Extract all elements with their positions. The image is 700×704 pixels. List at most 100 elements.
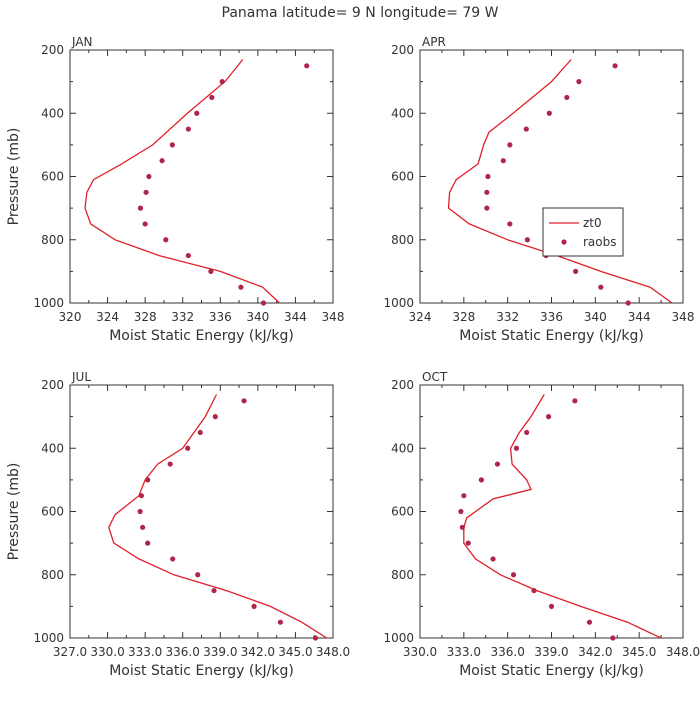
- y-axis-title: Pressure (mb): [6, 463, 22, 561]
- legend-obs-label: raobs: [583, 235, 617, 249]
- obs-point: [524, 237, 530, 243]
- obs-point: [208, 268, 214, 274]
- obs-point: [140, 524, 146, 530]
- obs-point: [185, 126, 191, 132]
- obs-point: [185, 445, 191, 451]
- model-line-jan: [84, 59, 280, 304]
- y-tick-label: 400: [391, 441, 414, 455]
- x-tick-label: 342.0: [241, 645, 275, 659]
- obs-point: [484, 189, 490, 195]
- obs-point: [548, 603, 555, 609]
- x-tick-label: 348: [322, 310, 345, 324]
- obs-point: [251, 603, 257, 609]
- obs-point: [507, 142, 513, 148]
- plot-frame: [69, 49, 334, 304]
- y-tick-label: 800: [391, 568, 414, 582]
- obs-point: [159, 158, 165, 164]
- y-tick-label: 1000: [33, 296, 64, 310]
- obs-point: [145, 540, 151, 546]
- obs-point: [304, 63, 310, 69]
- panel-label: JUL: [71, 370, 91, 384]
- x-tick-label: 345.0: [622, 645, 656, 659]
- x-tick-label: 348.0: [666, 645, 700, 659]
- x-tick-label: 340: [584, 310, 607, 324]
- obs-point: [546, 110, 552, 116]
- model-line-jul: [108, 394, 328, 639]
- obs-point: [277, 619, 283, 625]
- obs-point: [197, 429, 203, 436]
- x-tick-label: 327.0: [53, 645, 87, 659]
- obs-point: [513, 445, 520, 451]
- obs-point: [524, 429, 530, 436]
- x-tick-label: 342.0: [578, 645, 612, 659]
- obs-point: [137, 205, 144, 211]
- obs-point: [461, 493, 467, 499]
- obs-point: [598, 284, 604, 290]
- x-tick-label: 324: [409, 310, 432, 324]
- obs-point: [260, 300, 267, 306]
- x-tick-label: 320: [59, 310, 82, 324]
- y-tick-label: 400: [41, 441, 64, 455]
- x-tick-label: 328: [134, 310, 157, 324]
- obs-point: [545, 414, 552, 420]
- y-tick-label: 1000: [383, 631, 414, 645]
- panel-label: OCT: [422, 370, 448, 384]
- obs-point: [212, 414, 218, 420]
- x-tick-label: 339.0: [534, 645, 568, 659]
- obs-point: [211, 587, 217, 594]
- model-line-oct: [463, 394, 662, 639]
- obs-point: [209, 94, 215, 101]
- y-tick-label: 600: [391, 505, 414, 519]
- y-tick-label: 600: [41, 170, 64, 184]
- obs-point: [145, 477, 151, 483]
- x-tick-label: 348: [672, 310, 695, 324]
- y-tick-label: 800: [41, 568, 64, 582]
- obs-point: [586, 619, 593, 625]
- y-tick-label: 800: [391, 233, 414, 247]
- x-tick-label: 340: [246, 310, 269, 324]
- x-tick-label: 332: [496, 310, 519, 324]
- obs-point: [142, 221, 148, 227]
- obs-point: [459, 524, 465, 530]
- obs-point: [143, 189, 149, 195]
- obs-point: [612, 63, 618, 69]
- obs-point: [169, 142, 175, 148]
- y-axis-title: Pressure (mb): [6, 128, 22, 226]
- obs-point: [137, 508, 143, 515]
- y-tick-label: 1000: [33, 631, 64, 645]
- y-tick-label: 200: [41, 43, 64, 57]
- obs-point: [478, 477, 484, 483]
- legend-obs-swatch: [561, 239, 567, 245]
- x-tick-label: 332: [171, 310, 194, 324]
- panel-jul: JUL 327.0 330.0 333.0 336.0 339.0 342.0 345.0 34…: [6, 370, 350, 679]
- legend-model-label: zt0: [583, 216, 602, 230]
- panel-oct: OCT 330.0 333.0 336.0 339.0 342.0 345.0 348.0 20…: [383, 370, 700, 679]
- x-tick-label: 339.0: [203, 645, 237, 659]
- x-tick-label: 336: [209, 310, 232, 324]
- x-tick-label: 344: [284, 310, 307, 324]
- obs-point: [500, 158, 506, 164]
- y-tick-label: 1000: [383, 296, 414, 310]
- y-tick-label: 400: [391, 106, 414, 120]
- x-tick-label: 344: [628, 310, 651, 324]
- x-axis-title: Moist Static Energy (kJ/kg): [459, 328, 644, 344]
- x-tick-label: 328: [452, 310, 475, 324]
- x-tick-label: 330.0: [403, 645, 437, 659]
- x-tick-label: 333.0: [447, 645, 481, 659]
- obs-point: [507, 221, 513, 227]
- obs-point: [219, 79, 225, 85]
- obs-point: [167, 461, 173, 467]
- panel-apr: APR 324 328 332 336 340 344 348 200 400 600 800 1000…: [383, 35, 694, 344]
- obs-point: [573, 268, 579, 274]
- x-tick-label: 345.0: [278, 645, 312, 659]
- x-tick-label: 324: [96, 310, 119, 324]
- obs-point: [138, 493, 144, 499]
- plot-frame: [419, 49, 684, 304]
- y-tick-label: 600: [391, 170, 414, 184]
- x-axis-title: Moist Static Energy (kJ/kg): [459, 663, 644, 679]
- y-tick-label: 600: [41, 505, 64, 519]
- obs-point: [241, 398, 247, 404]
- panel-label: JAN: [71, 35, 93, 49]
- panel-label: APR: [422, 35, 446, 49]
